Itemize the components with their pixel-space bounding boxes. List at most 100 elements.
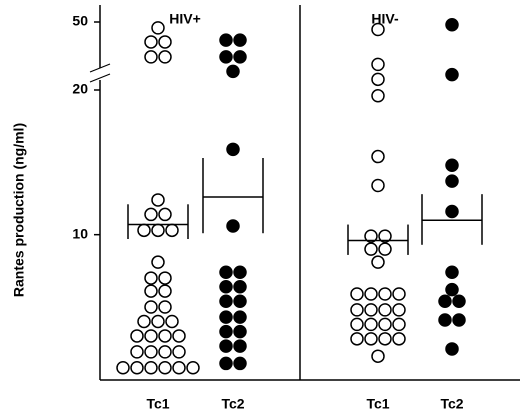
dot <box>144 284 158 298</box>
dot <box>371 255 385 269</box>
dot <box>158 329 172 343</box>
dot <box>151 21 165 35</box>
dot <box>233 324 247 339</box>
dot <box>137 314 151 329</box>
dot <box>219 265 233 280</box>
y-axis-label: Rantes production (ng/ml) <box>11 123 27 297</box>
dot <box>130 329 144 343</box>
dot <box>158 300 172 314</box>
dot <box>371 178 385 193</box>
dot <box>438 294 452 308</box>
dot <box>144 300 158 314</box>
dot <box>172 345 186 359</box>
dot <box>158 361 172 375</box>
axis-break <box>89 73 111 83</box>
dot <box>364 287 378 301</box>
dot <box>364 303 378 317</box>
x-tick-label: Tc2 <box>440 396 463 412</box>
dot <box>392 287 406 301</box>
panel-title: HIV- <box>371 11 399 27</box>
dot <box>137 223 151 238</box>
dot <box>452 294 466 308</box>
dot <box>219 339 233 353</box>
dot <box>151 223 165 238</box>
dot <box>130 361 144 375</box>
dot <box>445 204 459 219</box>
dot <box>158 345 172 359</box>
dot <box>144 207 158 222</box>
dot <box>226 64 240 79</box>
dot <box>144 35 158 49</box>
dot <box>219 50 233 64</box>
y-tick-label: 50 <box>72 13 88 29</box>
dot <box>144 329 158 343</box>
dot <box>158 284 172 298</box>
dot <box>233 265 247 280</box>
dot <box>364 317 378 332</box>
dot <box>350 332 364 346</box>
dot <box>144 50 158 64</box>
dot <box>378 287 392 301</box>
dot <box>233 339 247 353</box>
dot <box>158 35 172 49</box>
dot <box>116 361 130 375</box>
dot <box>226 219 240 233</box>
dot <box>144 345 158 359</box>
dot <box>233 294 247 308</box>
dot <box>371 89 385 103</box>
y-tick-label: 20 <box>72 81 88 97</box>
x-tick-label: Tc1 <box>366 396 389 412</box>
dot <box>130 345 144 359</box>
dot <box>144 361 158 375</box>
dot <box>158 207 172 222</box>
dot <box>445 174 459 188</box>
dot <box>350 303 364 317</box>
x-tick-label: Tc1 <box>146 396 169 412</box>
dot <box>219 324 233 339</box>
dot <box>378 229 392 243</box>
dot <box>378 317 392 332</box>
dot <box>364 229 378 243</box>
dot <box>151 255 165 269</box>
dot <box>219 33 233 47</box>
dot <box>452 313 466 327</box>
dot <box>219 294 233 308</box>
dot <box>392 332 406 346</box>
dot <box>371 149 385 164</box>
dot <box>371 22 385 37</box>
dot <box>233 33 247 47</box>
dot <box>144 271 158 285</box>
dot <box>233 280 247 294</box>
dot <box>371 57 385 72</box>
dot <box>233 356 247 371</box>
dot <box>445 67 459 82</box>
dot <box>378 332 392 346</box>
dot <box>445 282 459 297</box>
dot <box>186 361 200 375</box>
dot <box>219 280 233 294</box>
dot <box>364 242 378 256</box>
dot <box>445 17 459 32</box>
dot <box>151 193 165 207</box>
dot <box>158 271 172 285</box>
dot <box>233 310 247 324</box>
dot <box>151 314 165 329</box>
dot <box>378 303 392 317</box>
dot <box>378 242 392 256</box>
dot <box>172 329 186 343</box>
dot <box>226 142 240 157</box>
dot <box>165 314 179 329</box>
dot <box>350 317 364 332</box>
dot <box>219 356 233 371</box>
dot <box>165 223 179 238</box>
dot <box>172 361 186 375</box>
axis-break <box>89 63 111 73</box>
dot <box>371 349 385 363</box>
x-tick-label: Tc2 <box>221 396 244 412</box>
dot <box>438 313 452 327</box>
panel-title: HIV+ <box>169 11 201 27</box>
dot <box>219 310 233 324</box>
dot <box>392 303 406 317</box>
dot <box>364 332 378 346</box>
